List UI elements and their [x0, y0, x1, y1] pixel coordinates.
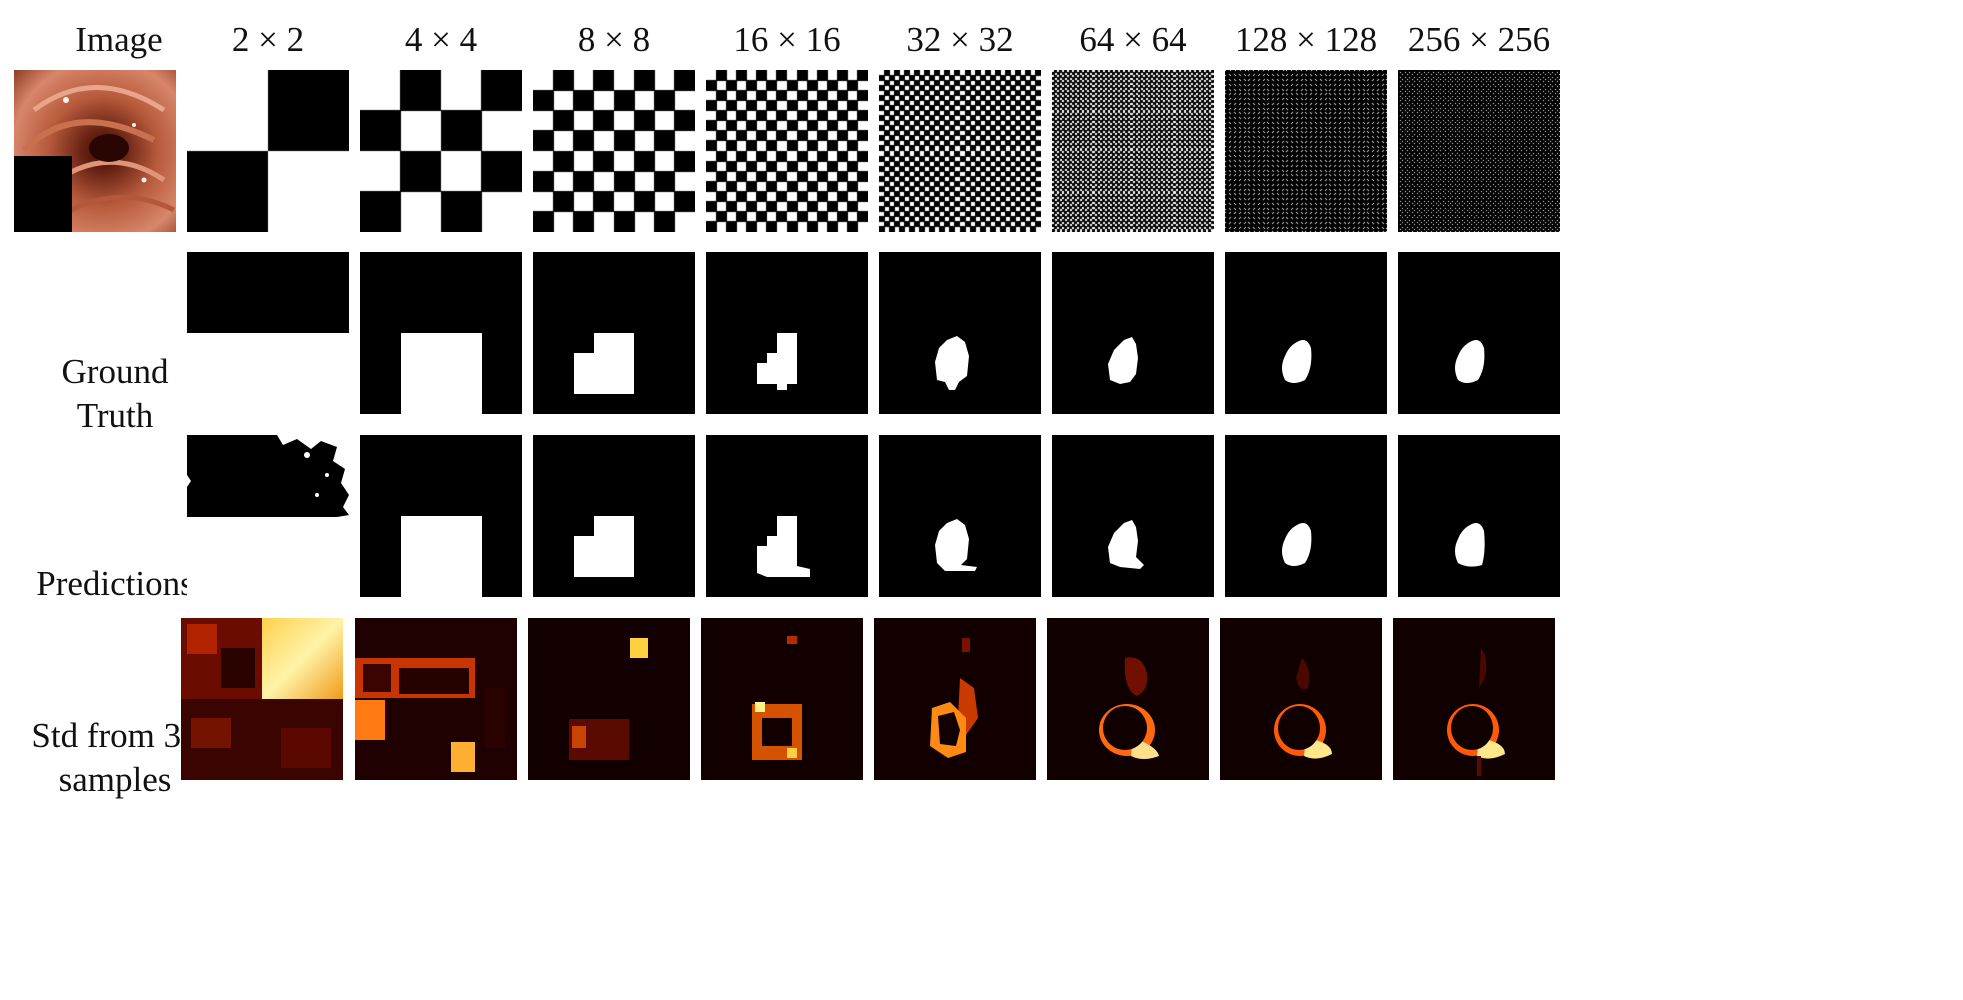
- prediction-4x4: [360, 435, 522, 597]
- checker-mask-16x16: [706, 70, 868, 232]
- checker-mask-32x32: [879, 70, 1041, 232]
- col-header-128x128: 128 × 128: [1234, 20, 1378, 59]
- std-heatmap-128x128: [1220, 618, 1382, 780]
- checker-mask-64x64: [1052, 70, 1214, 232]
- row-label-std: Std from 30 samples: [0, 714, 230, 802]
- ground-truth-128x128: [1225, 252, 1387, 414]
- row-label-std-line2: samples: [58, 760, 172, 799]
- ground-truth-2x2: [187, 252, 349, 414]
- col-header-2x2: 2 × 2: [231, 20, 305, 59]
- checker-mask-256x256: [1398, 70, 1560, 232]
- checker-mask-4x4: [360, 70, 522, 232]
- checker-mask-8x8: [533, 70, 695, 232]
- input-endoscopy-image: [14, 70, 176, 232]
- col-header-image: Image: [75, 20, 163, 59]
- checker-canvas: [1225, 70, 1387, 232]
- col-header-32x32: 32 × 32: [906, 20, 1014, 59]
- col-header-4x4: 4 × 4: [404, 20, 478, 59]
- row-label-std-line1: Std from 30: [31, 716, 199, 755]
- checker-canvas: [1052, 70, 1214, 232]
- std-heatmap-4x4: [355, 618, 517, 780]
- prediction-128x128: [1225, 435, 1387, 597]
- prediction-16x16: [706, 435, 868, 597]
- checker-canvas: [706, 70, 868, 232]
- prediction-8x8: [533, 435, 695, 597]
- prediction-2x2: [187, 435, 349, 597]
- ground-truth-256x256: [1398, 252, 1560, 414]
- checker-canvas: [360, 70, 522, 232]
- row-label-ground-truth-line2: Truth: [76, 396, 154, 435]
- row-label-ground-truth-line1: Ground: [61, 352, 169, 391]
- prediction-64x64: [1052, 435, 1214, 597]
- col-header-64x64: 64 × 64: [1079, 20, 1187, 59]
- ground-truth-64x64: [1052, 252, 1214, 414]
- std-heatmap-256x256: [1393, 618, 1555, 780]
- std-heatmap-32x32: [874, 618, 1036, 780]
- std-heatmap-2x2: [181, 618, 343, 780]
- std-heatmap-16x16: [701, 618, 863, 780]
- col-header-8x8: 8 × 8: [577, 20, 651, 59]
- prediction-256x256: [1398, 435, 1560, 597]
- ground-truth-8x8: [533, 252, 695, 414]
- ground-truth-32x32: [879, 252, 1041, 414]
- checker-canvas: [187, 70, 349, 232]
- row-label-predictions: Predictions: [36, 564, 194, 603]
- std-heatmap-8x8: [528, 618, 690, 780]
- prediction-32x32: [879, 435, 1041, 597]
- ground-truth-4x4: [360, 252, 522, 414]
- row-label-ground-truth: Ground Truth: [0, 350, 230, 438]
- checker-canvas: [533, 70, 695, 232]
- col-header-256x256: 256 × 256: [1407, 20, 1551, 59]
- checker-mask-128x128: [1225, 70, 1387, 232]
- ground-truth-16x16: [706, 252, 868, 414]
- col-header-16x16: 16 × 16: [733, 20, 841, 59]
- checker-mask-2x2: [187, 70, 349, 232]
- checker-canvas: [1398, 70, 1560, 232]
- checker-canvas: [879, 70, 1041, 232]
- std-heatmap-64x64: [1047, 618, 1209, 780]
